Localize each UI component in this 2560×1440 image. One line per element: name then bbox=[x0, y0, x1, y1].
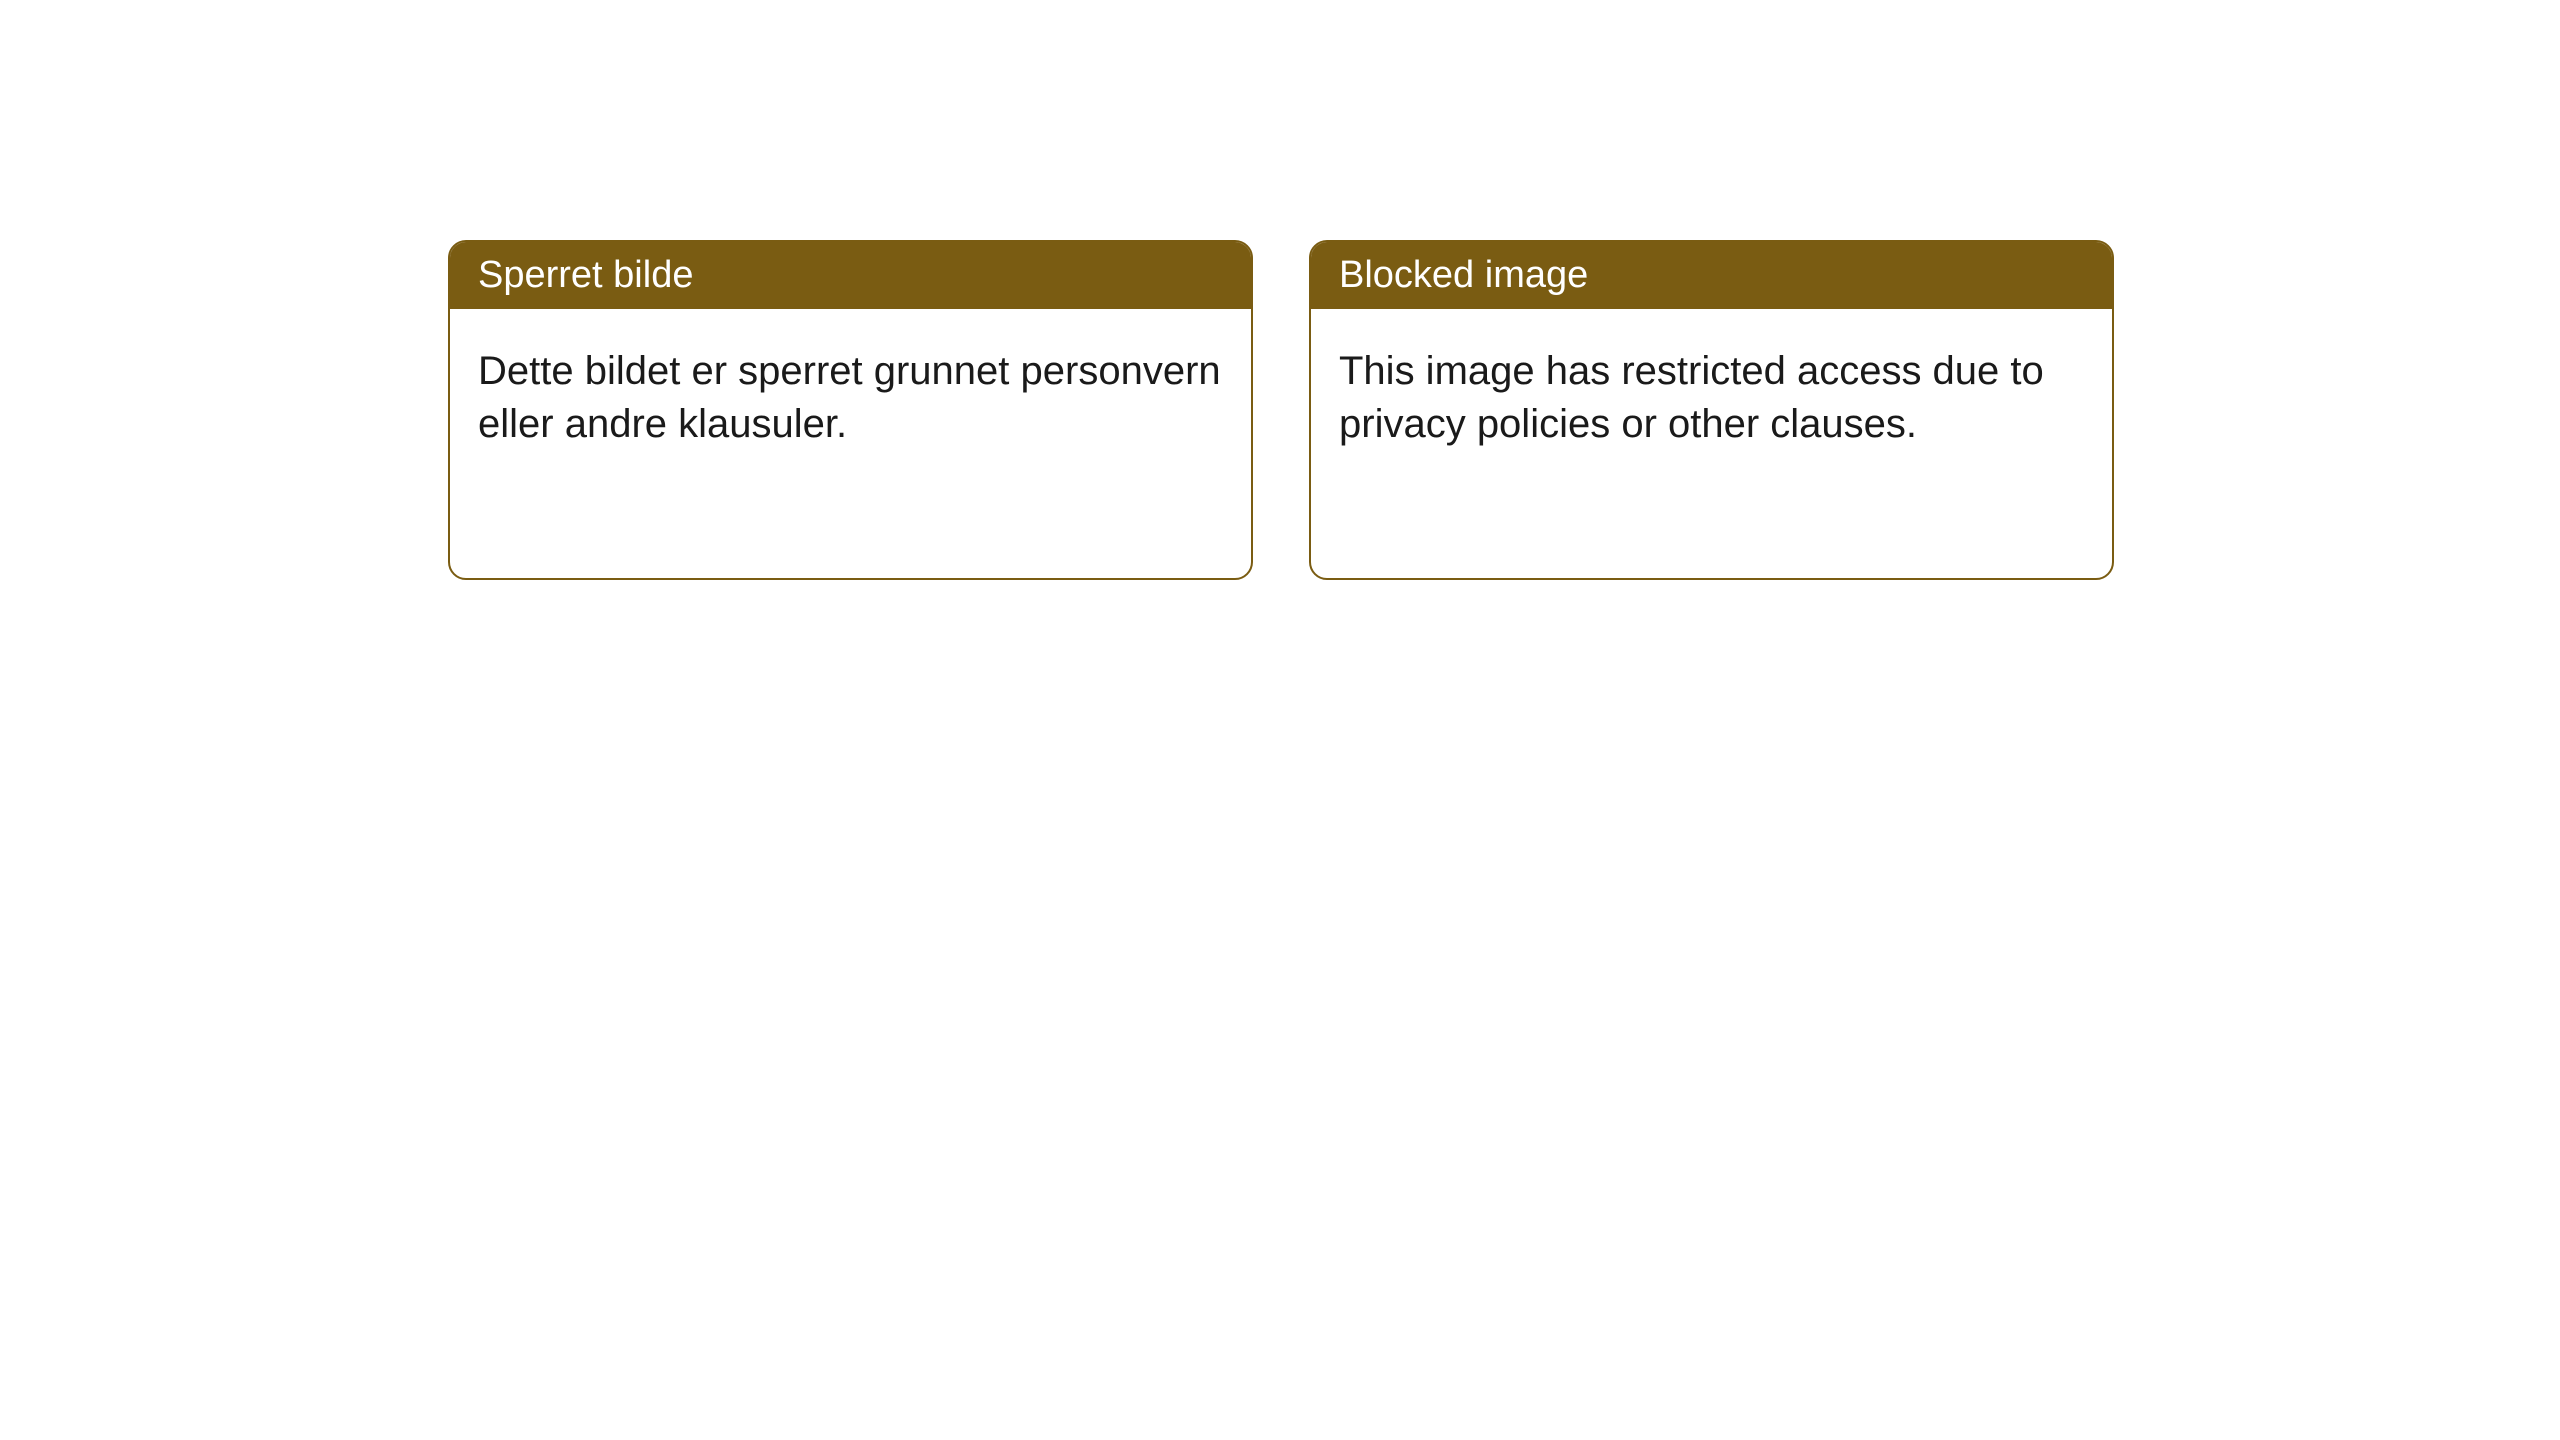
notice-card-body: Dette bildet er sperret grunnet personve… bbox=[450, 309, 1251, 487]
notice-card-header: Blocked image bbox=[1311, 242, 2112, 309]
notice-container: Sperret bilde Dette bildet er sperret gr… bbox=[0, 0, 2560, 580]
notice-card-body: This image has restricted access due to … bbox=[1311, 309, 2112, 487]
notice-card-english: Blocked image This image has restricted … bbox=[1309, 240, 2114, 580]
notice-card-header: Sperret bilde bbox=[450, 242, 1251, 309]
notice-card-norwegian: Sperret bilde Dette bildet er sperret gr… bbox=[448, 240, 1253, 580]
